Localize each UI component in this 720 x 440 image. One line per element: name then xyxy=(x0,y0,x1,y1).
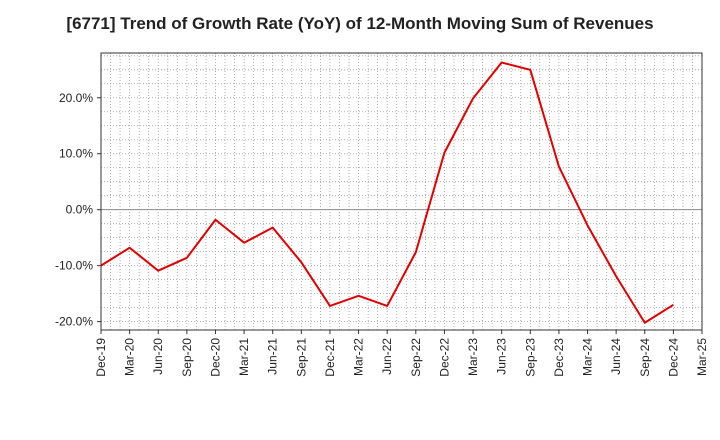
x-tick-label: Mar-21 xyxy=(237,338,251,376)
x-tick-label: Mar-25 xyxy=(695,338,709,376)
y-tick-label: 10.0% xyxy=(59,147,93,161)
series-layer xyxy=(100,61,674,324)
x-tick-label: Jun-22 xyxy=(380,338,394,375)
x-tick-label: Jun-23 xyxy=(495,338,509,375)
y-tick-label: -10.0% xyxy=(55,259,93,273)
series-line xyxy=(100,61,674,324)
x-tick-label: Jun-21 xyxy=(266,338,280,375)
x-tick-label: Sep-23 xyxy=(523,338,537,377)
x-tick-label: Sep-22 xyxy=(409,338,423,377)
tick-labels: -20.0% -10.0% 0.0% 10.0% 20.0% Dec-19 Mar-20 Ju… xyxy=(55,91,709,377)
x-tick-label: Dec-22 xyxy=(437,338,451,377)
x-tick-label: Sep-21 xyxy=(294,338,308,377)
chart-title: [6771] Trend of Growth Rate (YoY) of 12-… xyxy=(66,14,654,33)
y-tick-label: 0.0% xyxy=(66,203,94,217)
x-tick-label: Jun-20 xyxy=(151,338,165,375)
x-tick-label: Sep-24 xyxy=(638,338,652,377)
x-tick-label: Dec-19 xyxy=(94,338,108,377)
x-tick-label: Mar-20 xyxy=(123,338,137,376)
x-tick-label: Dec-23 xyxy=(552,338,566,377)
x-tick-label: Sep-20 xyxy=(180,338,194,377)
x-tick-label: Mar-23 xyxy=(466,338,480,376)
x-tick-label: Dec-21 xyxy=(323,338,337,377)
y-tick-label: 20.0% xyxy=(59,91,93,105)
plot-area-border xyxy=(100,52,703,331)
grid xyxy=(100,53,703,330)
axes xyxy=(97,52,703,334)
x-tick-label: Mar-22 xyxy=(352,338,366,376)
y-tick-label: -20.0% xyxy=(55,315,93,329)
x-tick-label: Mar-24 xyxy=(581,338,595,376)
x-tick-label: Dec-20 xyxy=(208,338,222,377)
x-tick-label: Jun-24 xyxy=(609,338,623,375)
x-tick-label: Dec-24 xyxy=(666,338,680,377)
